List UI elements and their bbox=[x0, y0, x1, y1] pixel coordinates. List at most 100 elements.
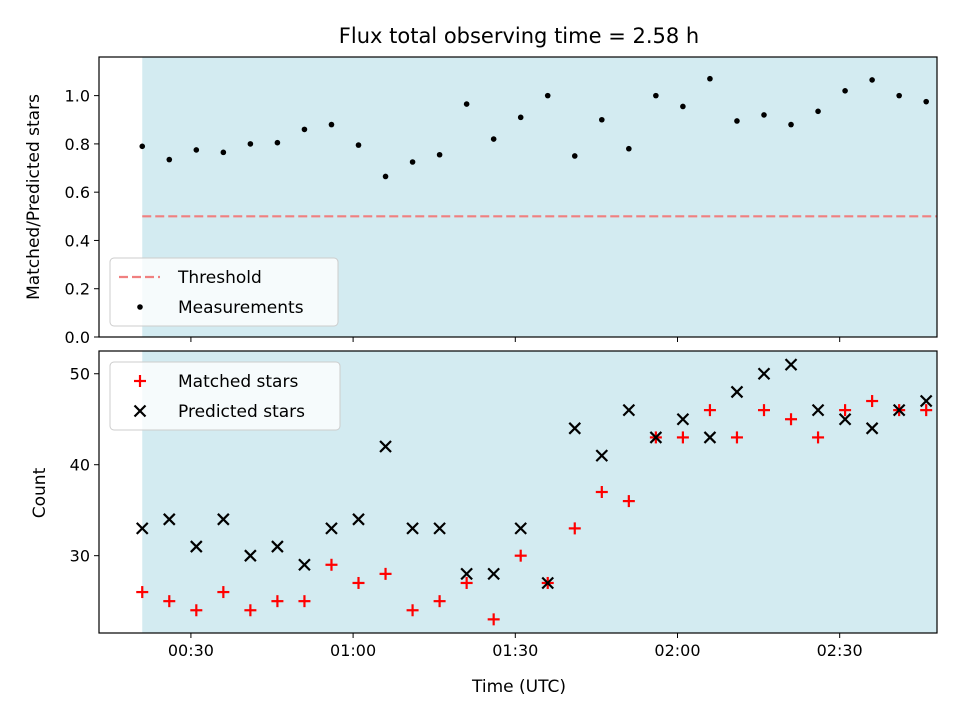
ratio-series-0-point-10 bbox=[409, 159, 416, 165]
count-series-0-point-26 bbox=[839, 404, 852, 417]
x-axis-label: Time (UTC) bbox=[471, 677, 566, 697]
ratio-series-0-point-6 bbox=[301, 126, 308, 133]
ratio-series-0-point-26 bbox=[842, 87, 848, 94]
count-series-1-point-10 bbox=[406, 522, 419, 535]
count-series-1-point-17 bbox=[595, 449, 609, 462]
count-series-0-point-8 bbox=[352, 576, 365, 589]
count-series-0-point-29 bbox=[920, 404, 933, 417]
count-series-0-point-4 bbox=[244, 604, 257, 617]
ratio-series-0-point-16 bbox=[571, 153, 578, 159]
count-series-0-point-14 bbox=[514, 549, 527, 562]
count-series-1-point-22 bbox=[730, 385, 744, 399]
ratio-series-0-point-4 bbox=[247, 141, 254, 147]
count-series-1-point-4 bbox=[244, 549, 257, 562]
count-axes-frame bbox=[98, 350, 938, 634]
count-series-1-point-5 bbox=[271, 540, 284, 553]
count-series-0-point-11 bbox=[433, 595, 446, 608]
count-series-1-point-11 bbox=[433, 522, 446, 535]
legend-swatch-1 bbox=[133, 404, 147, 418]
legend-swatch-1 bbox=[137, 304, 143, 310]
count-ytick-label-1: 40 bbox=[70, 456, 90, 475]
count-series-1-point-26 bbox=[838, 412, 852, 426]
ratio-series-0-point-12 bbox=[463, 101, 470, 107]
ratio-series-0-point-22 bbox=[734, 118, 740, 124]
count-series-1-point-27 bbox=[865, 422, 879, 435]
ratio-series-0-point-18 bbox=[626, 145, 632, 152]
count-series-1-point-23 bbox=[757, 367, 771, 381]
count-series-0-point-2 bbox=[190, 604, 203, 617]
ratio-series-0-point-9 bbox=[382, 173, 389, 180]
count-series-0-point-18 bbox=[622, 495, 635, 508]
count-series-1-point-24 bbox=[784, 358, 798, 371]
ratio-series-0-point-3 bbox=[220, 149, 227, 156]
count-series-0-point-27 bbox=[866, 395, 879, 408]
count-series-1-point-20 bbox=[676, 412, 690, 426]
legend-label-1: Predicted stars bbox=[178, 402, 305, 422]
count-ytick-label-0: 30 bbox=[70, 547, 90, 566]
xtick-label-4: 02:30 bbox=[817, 641, 863, 660]
ratio-series-0-point-29 bbox=[923, 98, 929, 105]
chart-title: Flux total observing time = 2.58 h bbox=[339, 24, 699, 48]
ratio-series-0-point-7 bbox=[328, 121, 335, 128]
xtick-label-0: 00:30 bbox=[168, 641, 214, 660]
ratio-series-0-point-24 bbox=[788, 121, 794, 128]
count-series-1-point-9 bbox=[379, 440, 392, 453]
count-series-1-point-0 bbox=[135, 522, 149, 535]
count-series-0-point-1 bbox=[163, 595, 176, 608]
ratio-ytick-label-3: 0.6 bbox=[65, 183, 90, 202]
count-series-0-point-7 bbox=[325, 558, 338, 571]
ratio-series-0-point-21 bbox=[707, 75, 713, 82]
count-series-1-point-12 bbox=[460, 567, 473, 581]
ratio-series-0-point-14 bbox=[517, 114, 524, 121]
count-series-1-point-2 bbox=[190, 540, 203, 553]
ratio-ytick-label-0: 0.0 bbox=[65, 328, 90, 347]
count-series-1-point-18 bbox=[622, 403, 636, 417]
count-legend: Matched stars Predicted stars bbox=[109, 361, 341, 431]
ratio-series-0-point-11 bbox=[436, 151, 443, 158]
ratio-series-0-point-2 bbox=[193, 147, 200, 153]
xtick-label-3: 02:00 bbox=[654, 641, 700, 660]
legend-label-1: Measurements bbox=[178, 298, 304, 318]
count-series-1-point-6 bbox=[298, 558, 311, 572]
ratio-series-0-point-13 bbox=[490, 136, 497, 142]
count-series-0-point-0 bbox=[136, 586, 149, 599]
y-axis-label-ratio: Matched/Predicted stars bbox=[24, 94, 44, 300]
ratio-ytick-label-1: 0.2 bbox=[65, 280, 90, 299]
ratio-series-0-point-23 bbox=[761, 112, 767, 118]
legend-swatch-0 bbox=[134, 375, 146, 387]
count-series-1-point-21 bbox=[703, 431, 717, 444]
xtick-label-1: 01:00 bbox=[330, 641, 376, 660]
count-series-0-point-6 bbox=[298, 595, 311, 608]
ratio-series-0-point-27 bbox=[869, 77, 875, 83]
count-series-1-point-15 bbox=[541, 576, 555, 590]
ratio-series-0-point-15 bbox=[544, 92, 551, 99]
ratio-series-0-point-19 bbox=[653, 92, 659, 99]
count-series-1-point-28 bbox=[892, 403, 906, 417]
ratio-series-0-point-5 bbox=[274, 139, 281, 146]
count-series-1-point-8 bbox=[352, 513, 365, 526]
ratio-legend: Threshold Measurements bbox=[109, 257, 339, 327]
count-series-1-point-3 bbox=[217, 513, 230, 526]
count-series-0-point-20 bbox=[676, 431, 689, 444]
count-ytick-label-2: 50 bbox=[70, 365, 90, 384]
count-series-0-point-13 bbox=[487, 613, 500, 626]
legend-label-0: Threshold bbox=[177, 268, 262, 288]
ratio-series-0-point-25 bbox=[815, 108, 821, 115]
count-series-0-point-17 bbox=[595, 486, 608, 498]
count-series-1-point-1 bbox=[163, 513, 176, 526]
legend-box bbox=[109, 361, 341, 431]
count-series-0-point-10 bbox=[406, 604, 419, 617]
count-series-1-point-25 bbox=[811, 403, 825, 417]
count-panel: 30 40 50 00:30 01:00 01:30 02:00 02:30 Matched s… bbox=[70, 350, 938, 660]
count-series-1-point-16 bbox=[568, 422, 582, 435]
xtick-label-2: 01:30 bbox=[492, 641, 538, 660]
ratio-series-0-point-28 bbox=[896, 92, 902, 99]
ratio-ytick-label-5: 1.0 bbox=[65, 87, 90, 106]
ratio-series-0-point-8 bbox=[355, 142, 362, 148]
ratio-series-0-point-0 bbox=[139, 143, 146, 150]
count-series-0-point-24 bbox=[785, 413, 798, 426]
count-series-1-point-19 bbox=[649, 431, 663, 444]
ratio-panel: 0.0 0.2 0.4 0.6 0.8 1.0 Threshold Measurements bbox=[65, 56, 938, 347]
count-series-0-point-22 bbox=[730, 431, 743, 444]
